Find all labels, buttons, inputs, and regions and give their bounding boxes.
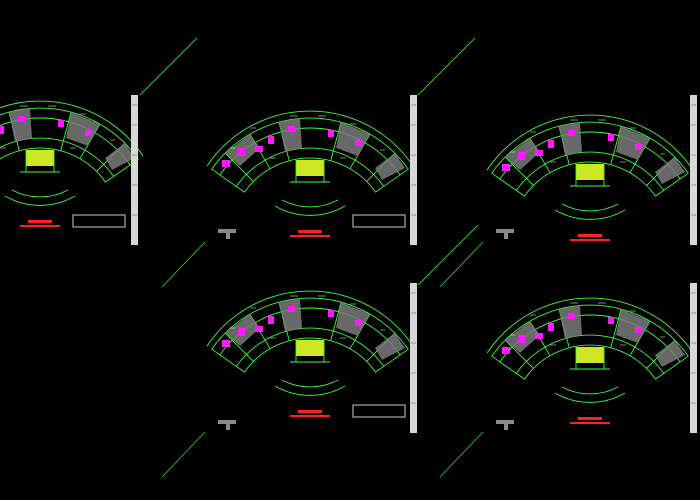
legend-tables bbox=[72, 214, 406, 418]
title-strip bbox=[689, 94, 698, 246]
title-strip bbox=[409, 94, 418, 246]
guide-lines bbox=[139, 37, 484, 478]
symbols bbox=[218, 229, 514, 430]
title-strip bbox=[130, 94, 139, 246]
title-strip bbox=[409, 282, 418, 434]
title-strip bbox=[689, 282, 698, 434]
